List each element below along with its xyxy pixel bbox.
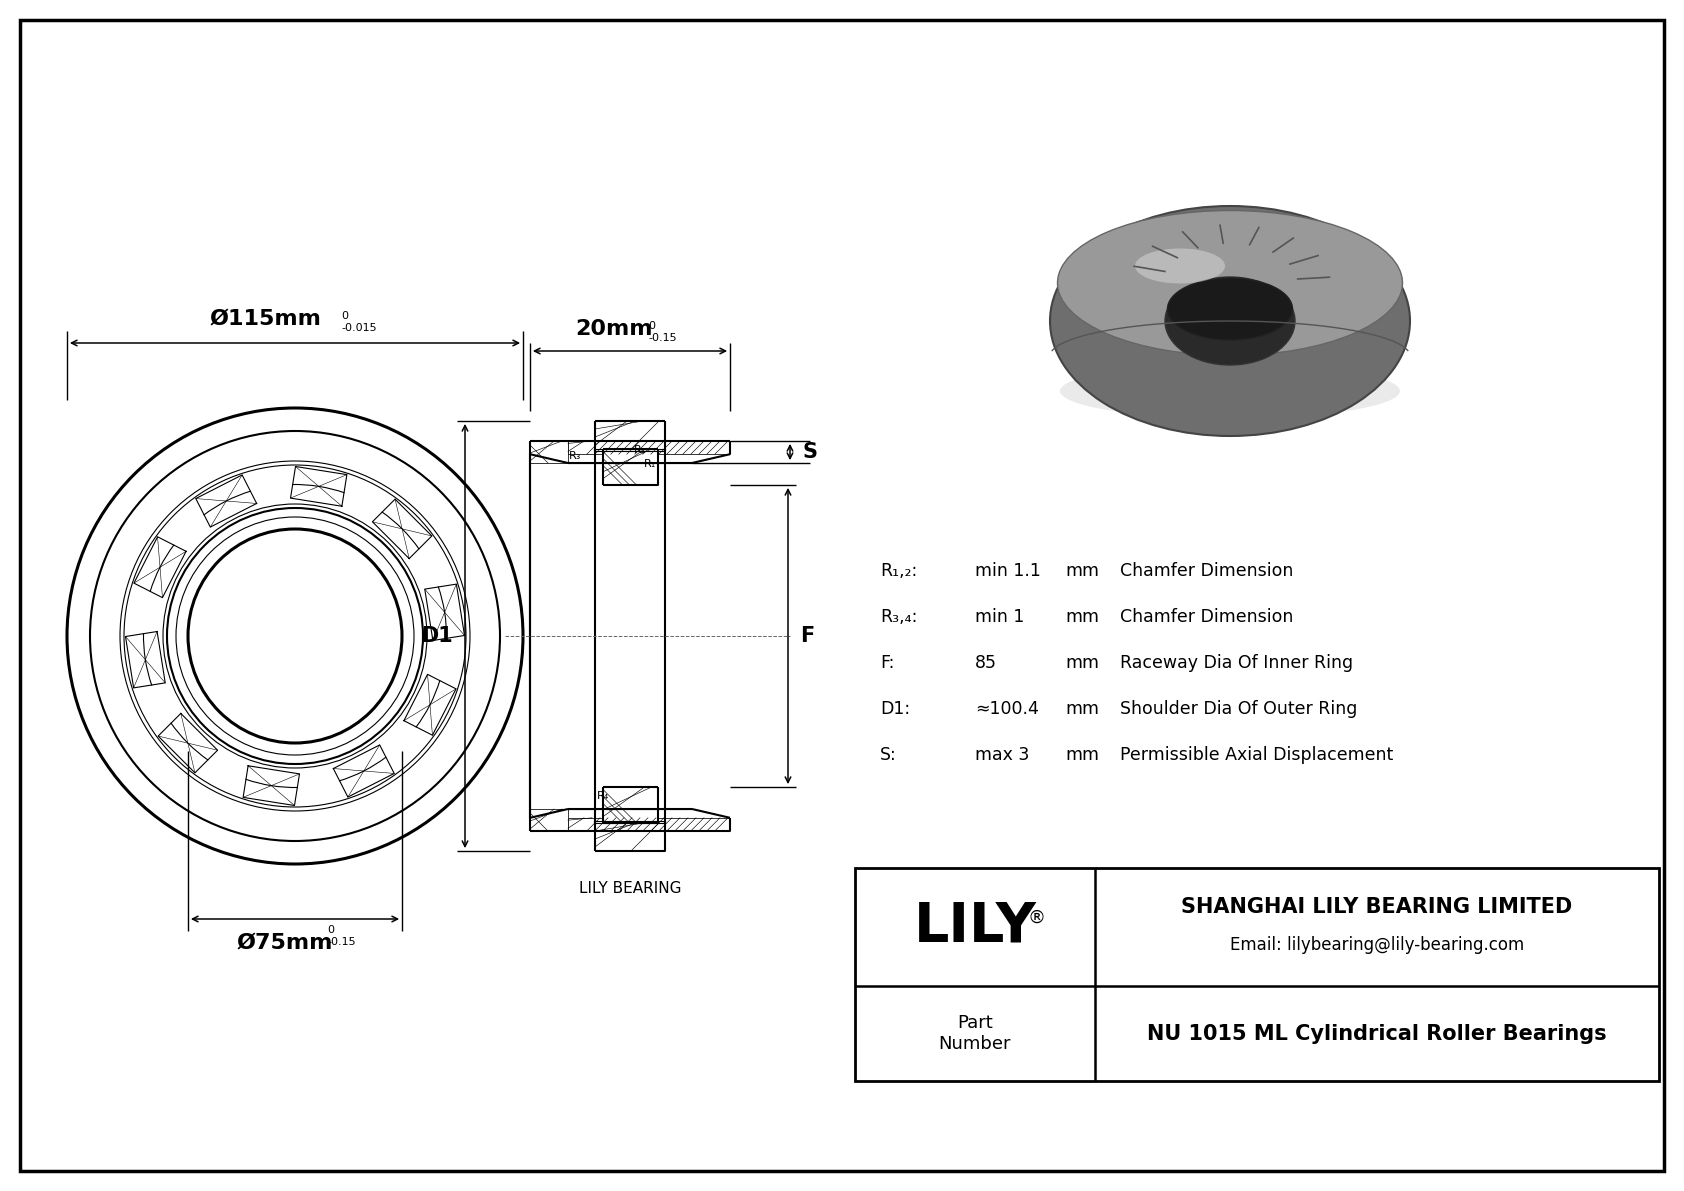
Text: Raceway Dia Of Inner Ring: Raceway Dia Of Inner Ring: [1120, 654, 1354, 672]
Ellipse shape: [1058, 211, 1403, 355]
Text: 0: 0: [340, 311, 349, 322]
Text: R₂: R₂: [633, 445, 647, 455]
Ellipse shape: [1135, 249, 1224, 283]
Text: mm: mm: [1064, 700, 1100, 718]
Text: R₃,₄:: R₃,₄:: [881, 607, 918, 626]
Text: SHANGHAI LILY BEARING LIMITED: SHANGHAI LILY BEARING LIMITED: [1182, 897, 1573, 917]
Text: -0.15: -0.15: [327, 937, 355, 947]
Text: R₄: R₄: [598, 791, 610, 802]
Text: Part
Number: Part Number: [938, 1014, 1012, 1053]
Bar: [594, 420, 665, 449]
Text: mm: mm: [1064, 562, 1100, 580]
Text: NU 1015 ML Cylindrical Roller Bearings: NU 1015 ML Cylindrical Roller Bearings: [1147, 1023, 1607, 1043]
Text: S: S: [802, 442, 817, 462]
Text: mm: mm: [1064, 654, 1100, 672]
Text: 20mm: 20mm: [576, 319, 653, 339]
Text: LILY BEARING: LILY BEARING: [579, 881, 682, 896]
Text: max 3: max 3: [975, 746, 1029, 763]
Text: 0: 0: [327, 925, 333, 935]
Text: 0: 0: [648, 322, 655, 331]
Bar: [530, 441, 568, 463]
Text: ≈100.4: ≈100.4: [975, 700, 1039, 718]
Text: D1: D1: [421, 626, 453, 646]
Ellipse shape: [1059, 363, 1399, 418]
Text: D1:: D1:: [881, 700, 909, 718]
Ellipse shape: [1167, 278, 1293, 339]
Text: Chamfer Dimension: Chamfer Dimension: [1120, 607, 1293, 626]
Ellipse shape: [1165, 278, 1295, 364]
Text: min 1: min 1: [975, 607, 1024, 626]
Text: mm: mm: [1064, 607, 1100, 626]
Bar: [603, 449, 657, 485]
Text: R₁,₂:: R₁,₂:: [881, 562, 918, 580]
Text: Permissible Axial Displacement: Permissible Axial Displacement: [1120, 746, 1393, 763]
Text: Ø115mm: Ø115mm: [209, 308, 322, 329]
Bar: [594, 823, 665, 852]
Bar: [855, 868, 1659, 1081]
Text: S:: S:: [881, 746, 898, 763]
Text: R₃: R₃: [569, 451, 581, 461]
Text: Email: lilybearing@lily-bearing.com: Email: lilybearing@lily-bearing.com: [1229, 936, 1524, 954]
Ellipse shape: [1051, 206, 1410, 436]
Text: LILY: LILY: [913, 900, 1036, 954]
Text: min 1.1: min 1.1: [975, 562, 1041, 580]
Text: R₁: R₁: [643, 459, 657, 469]
Text: -0.15: -0.15: [648, 333, 677, 343]
Text: mm: mm: [1064, 746, 1100, 763]
Bar: [568, 441, 729, 454]
Text: Shoulder Dia Of Outer Ring: Shoulder Dia Of Outer Ring: [1120, 700, 1357, 718]
Bar: [603, 787, 657, 823]
Text: -0.015: -0.015: [340, 323, 377, 333]
Bar: [530, 809, 568, 831]
Text: 85: 85: [975, 654, 997, 672]
Text: ®: ®: [1027, 909, 1046, 927]
Text: F:: F:: [881, 654, 894, 672]
Text: Ø75mm: Ø75mm: [237, 933, 333, 953]
Text: Chamfer Dimension: Chamfer Dimension: [1120, 562, 1293, 580]
Text: F: F: [800, 626, 815, 646]
Bar: [568, 818, 729, 831]
